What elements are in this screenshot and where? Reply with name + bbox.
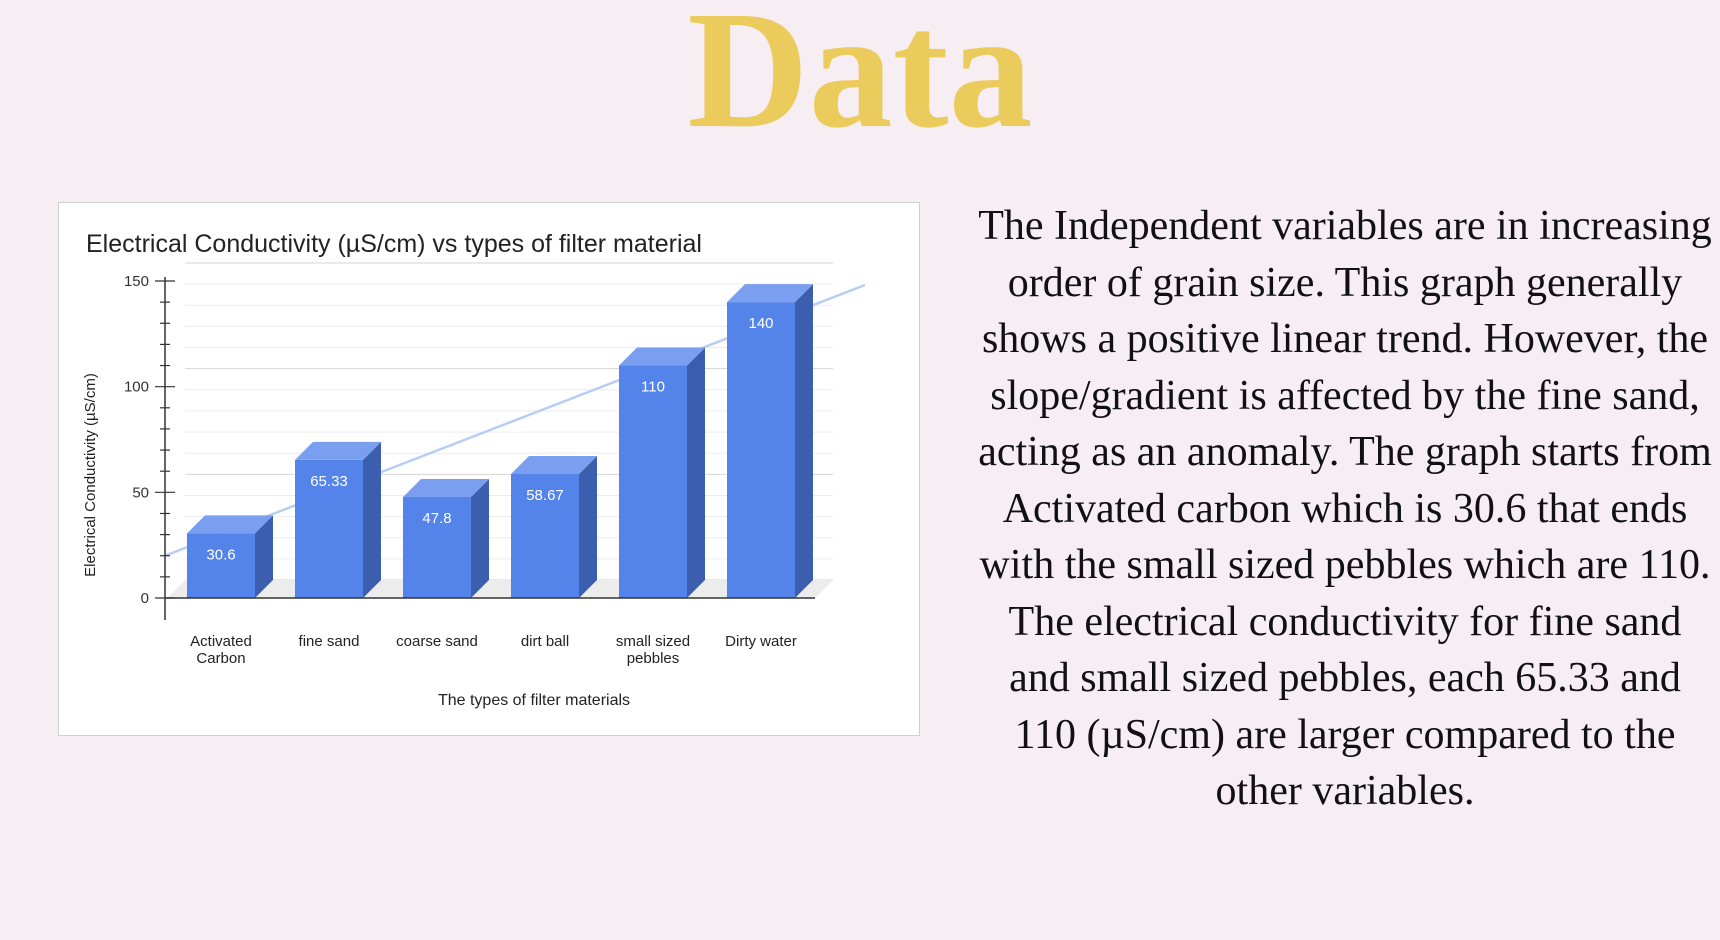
x-tick-label: coarse sand: [396, 633, 478, 650]
y-tick-label: 0: [141, 590, 149, 607]
bar: 30.6: [187, 515, 273, 598]
bar-front: [403, 496, 471, 598]
bar-top: [187, 515, 273, 534]
x-axis-labels: Activated Carbon fine sand coarse sand dirt …: [190, 633, 797, 667]
bar: 58.67: [511, 456, 597, 598]
x-tick-label: fine sand: [299, 633, 360, 650]
bar-side: [363, 441, 381, 598]
bar-top: [511, 456, 597, 475]
y-axis: 0 50 100 150: [124, 273, 815, 620]
bar-layer: 30.6 65.33 47.8 58.67 110 140: [187, 284, 813, 598]
bar-data-label: 140: [748, 315, 773, 332]
bar-top: [727, 284, 813, 303]
bar-side: [687, 347, 705, 598]
x-tick-label: Activated Carbon: [190, 633, 252, 667]
description-paragraph-2: The electrical conductivity for fine san…: [1008, 598, 1682, 815]
bar: 110: [619, 347, 705, 598]
x-tick-label: small sized pebbles: [616, 633, 690, 667]
description-paragraph-1: The Independent variables are in increas…: [978, 203, 1712, 588]
bar-side: [579, 456, 597, 598]
bar-front: [727, 302, 795, 598]
chart-title: Electrical Conductivity (µS/cm) vs types…: [86, 230, 702, 258]
x-axis-title: The types of filter materials: [438, 692, 630, 709]
bar: 65.33: [295, 441, 381, 598]
chart-gridlines: [185, 262, 833, 581]
bar-front: [295, 459, 363, 598]
y-tick-label: 50: [132, 484, 149, 501]
chart-card: Electrical Conductivity (µS/cm) vs types…: [58, 202, 920, 736]
bar-top: [295, 441, 381, 460]
bar: 47.8: [403, 478, 489, 598]
bar-top: [403, 478, 489, 497]
x-tick-label: dirt ball: [521, 633, 569, 650]
bar-data-label: 65.33: [310, 473, 348, 490]
bar-front: [511, 474, 579, 598]
bar-side: [471, 478, 489, 598]
y-tick-label: 100: [124, 379, 149, 396]
bar-front: [187, 533, 255, 598]
page-title: Data: [687, 0, 1033, 163]
bar-data-label: 110: [641, 379, 665, 396]
bar: 140: [727, 284, 813, 598]
y-axis-title: Electrical Conductivity (µS/cm): [82, 373, 99, 577]
bar-side: [255, 515, 273, 598]
bar-top: [619, 347, 705, 366]
bar-data-label: 58.67: [526, 487, 564, 504]
bar-chart: Electrical Conductivity (µS/cm) vs types…: [82, 230, 866, 709]
x-tick-label: Dirty water: [725, 633, 797, 650]
description-text: The Independent variables are in increas…: [975, 198, 1715, 820]
bar-front: [619, 365, 687, 598]
bar-data-label: 47.8: [422, 510, 451, 527]
bar-side: [795, 284, 813, 598]
y-tick-label: 150: [124, 273, 149, 290]
bar-data-label: 30.6: [206, 546, 235, 563]
